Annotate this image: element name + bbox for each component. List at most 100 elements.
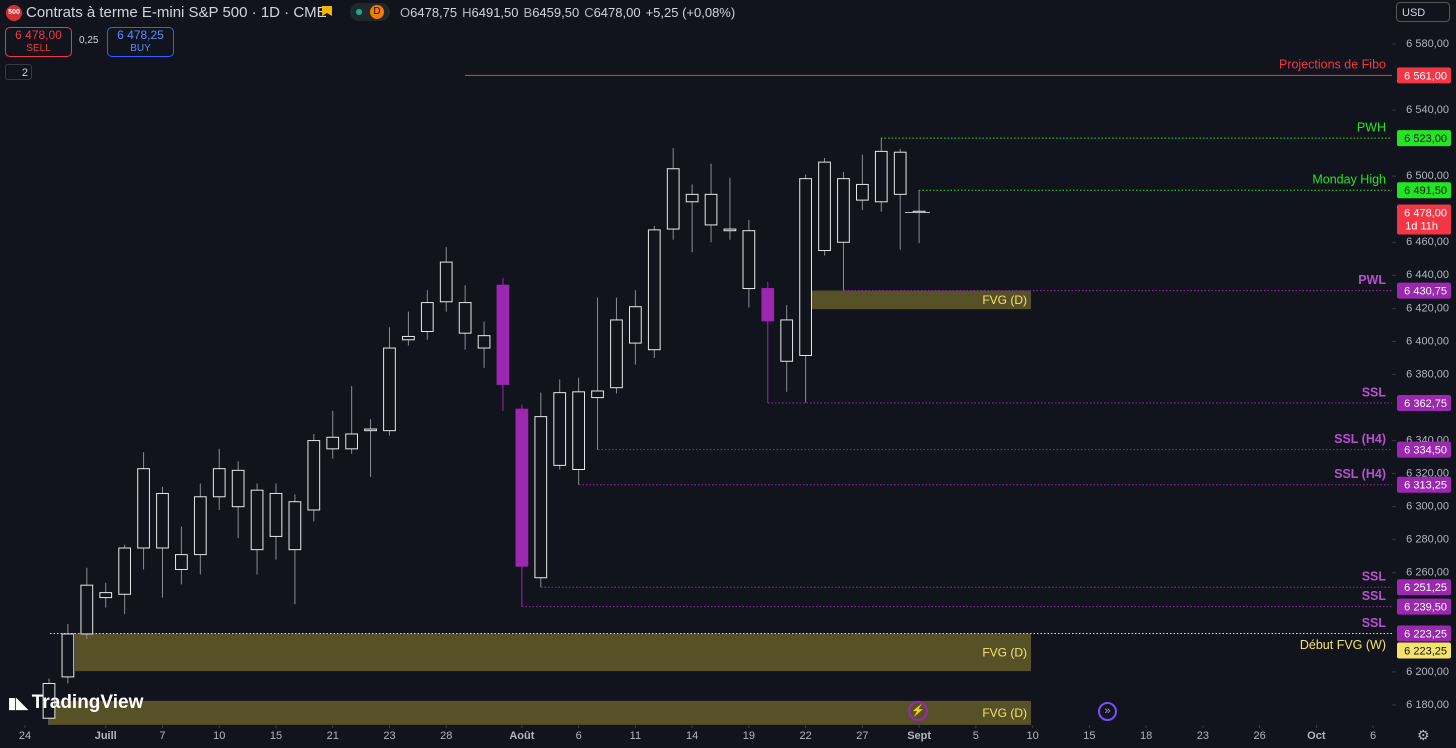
level-badge-label: 6 561,00 (1404, 70, 1447, 82)
level-name: SSL (1362, 616, 1387, 630)
level-name: SSL (1362, 570, 1387, 584)
level-name: SSL (H4) (1334, 467, 1386, 481)
scroll-right-icon[interactable]: » (1098, 702, 1117, 721)
alert-icon[interactable]: ⚡ (908, 701, 928, 721)
y-tick-label: 6 420,00 (1406, 302, 1449, 314)
level-badge (1397, 394, 1451, 411)
level-badge (1397, 182, 1451, 199)
settings-icon[interactable]: ⚙ (1417, 727, 1430, 743)
level-badge (1397, 642, 1451, 659)
candle-body (534, 416, 548, 579)
candle-body (496, 284, 510, 385)
buy-button[interactable]: 6 478,25 BUY (107, 27, 174, 57)
y-tick-label: 6 180,00 (1406, 699, 1449, 711)
sell-button[interactable]: 6 478,00 SELL (5, 27, 72, 57)
y-tick-label: 6 300,00 (1406, 501, 1449, 513)
candle-body (193, 496, 207, 556)
currency-select[interactable]: USD (1396, 2, 1450, 22)
x-tick-label: Juill (95, 730, 117, 742)
level-badge-label: 6 251,25 (1404, 582, 1447, 594)
x-tick-label: 23 (383, 730, 395, 742)
ohlc-key: C (584, 5, 594, 20)
last-price-badge (1397, 204, 1451, 235)
x-tick-label: 18 (1140, 730, 1152, 742)
level-badge (1397, 579, 1451, 596)
level-badge (1397, 598, 1451, 615)
level-badge-label: 6 223,25 (1404, 628, 1447, 640)
x-tick-label: 27 (856, 730, 868, 742)
sell-price: 6 478,00 (15, 28, 62, 42)
countdown: 1d 11h (1405, 220, 1438, 232)
fvg-zone (75, 633, 1031, 672)
ohlc-value: 6459,50 (532, 5, 580, 20)
y-tick-label: 6 440,00 (1406, 269, 1449, 281)
candle-body (799, 178, 812, 356)
currency: USD (1402, 7, 1426, 19)
level-name: Début FVG (W) (1300, 638, 1386, 652)
spread: 0,25 (79, 35, 99, 46)
y-tick-label: 6 380,00 (1406, 368, 1449, 380)
fvg-label: FVG (D) (982, 706, 1027, 720)
status-dot (356, 9, 362, 15)
x-tick-label: 28 (440, 730, 452, 742)
x-tick-label: 5 (973, 730, 979, 742)
level-name: SSL (H4) (1334, 432, 1386, 446)
level-name: SSL (1362, 589, 1387, 603)
logo[interactable]: ▮◣ TradingView (8, 692, 143, 714)
x-tick-label: 26 (1253, 730, 1265, 742)
x-tick-label: 15 (1083, 730, 1095, 742)
x-tick-label: 22 (799, 730, 811, 742)
candle-body (818, 161, 831, 252)
ohlc-key: H (462, 5, 472, 20)
y-tick-label: 6 540,00 (1406, 104, 1449, 116)
level-badge-label: 6 334,50 (1404, 445, 1447, 457)
candle-body (175, 554, 188, 570)
candle-body (156, 492, 169, 549)
candle-body (61, 633, 75, 678)
candle-body (723, 228, 737, 232)
candle-body (893, 151, 907, 195)
candle-body (402, 335, 415, 341)
candle-body (137, 468, 150, 549)
level-name: PWL (1358, 273, 1386, 287)
candle-body (288, 501, 302, 551)
ohlc-value: 6478,75 (410, 5, 458, 20)
y-tick-label: 6 200,00 (1406, 666, 1449, 678)
flag-icon[interactable] (322, 6, 332, 16)
candle-body (837, 178, 850, 243)
candle-body (307, 440, 321, 511)
y-tick-label: 6 460,00 (1406, 236, 1449, 248)
candle-body (553, 392, 567, 466)
sell-label: SELL (26, 43, 51, 54)
y-tick-label: 6 260,00 (1406, 567, 1449, 579)
symbol-title[interactable]: Contrats à terme E-mini S&P 500 · 1D · C… (26, 4, 327, 21)
candle-body (42, 683, 56, 719)
candle-body (383, 347, 396, 432)
x-tick-label: 10 (213, 730, 225, 742)
level-name: PWH (1357, 120, 1386, 134)
level-badge (1397, 67, 1451, 84)
level-name: SSL (1362, 385, 1387, 399)
level-badge (1397, 130, 1451, 147)
candle-body (231, 469, 245, 508)
level-name: Projections de Fibo (1279, 58, 1386, 72)
x-tick-label: Août (509, 730, 534, 742)
fvg-label: FVG (D) (982, 293, 1027, 307)
y-tick-label: 6 280,00 (1406, 534, 1449, 546)
x-tick-label: 14 (686, 730, 698, 742)
candle-body (855, 183, 869, 201)
indicators-toggle[interactable]: 2 (5, 64, 32, 80)
candle-body (610, 319, 623, 389)
delay-badge: D (370, 5, 384, 19)
buy-label: BUY (130, 43, 151, 54)
status-pill[interactable]: D (350, 3, 390, 21)
candle-body (212, 468, 226, 498)
candle-body (591, 390, 604, 399)
candle-body (572, 391, 585, 471)
candle-body (704, 193, 718, 226)
candle-body (742, 230, 756, 290)
candle-body (515, 408, 529, 567)
level-badge (1397, 476, 1451, 493)
x-tick-label: 24 (19, 730, 31, 742)
